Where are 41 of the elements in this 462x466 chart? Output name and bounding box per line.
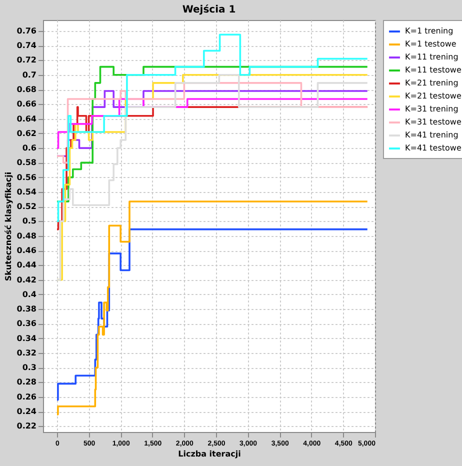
legend-label: K=31 trening <box>405 104 458 114</box>
y-tick-label: 0.26 <box>16 392 37 402</box>
y-axis-title: Skuteczność klasyfikacji <box>4 172 13 282</box>
y-tick-label: 0.7 <box>22 70 36 80</box>
y-tick-label: 0.72 <box>16 56 36 65</box>
y-tick-label: 0.3 <box>22 363 36 372</box>
y-tick-label: 0.22 <box>16 422 36 431</box>
y-tick-label: 0.52 <box>16 202 36 212</box>
y-tick-label: 0.66 <box>16 100 37 109</box>
legend-label: K=11 trening <box>405 52 458 62</box>
y-tick-label: 0.34 <box>16 334 37 343</box>
y-tick-label: 0.38 <box>16 304 37 314</box>
y-tick-label: 0.44 <box>16 260 37 270</box>
legend-label: K=21 trening <box>405 78 458 88</box>
y-tick-label: 0.68 <box>16 85 37 94</box>
legend-label: K=41 trening <box>405 130 458 140</box>
legend-label: K=21 testowe <box>405 92 462 100</box>
y-tick-label: 0.74 <box>16 41 37 50</box>
legend-label: K=1 testowe <box>405 40 456 48</box>
y-tick-label: 0.5 <box>22 216 37 226</box>
legend-label: K=1 trening <box>405 26 454 36</box>
y-tick-label: 0.54 <box>16 187 37 196</box>
y-tick-label: 0.58 <box>16 158 37 168</box>
y-tick-label: 0.42 <box>16 275 36 284</box>
chart-title: Wejścia 1 <box>182 4 236 16</box>
y-tick-label: 0.32 <box>16 348 36 358</box>
y-tick-label: 0.6 <box>22 144 37 153</box>
y-tick-label: 0.28 <box>16 378 37 387</box>
y-tick-label: 0.48 <box>16 231 37 240</box>
y-tick-label: 0.64 <box>16 114 37 124</box>
legend-label: K=41 testowe <box>405 144 462 152</box>
x-axis-title: Liczba iteracji <box>178 450 242 458</box>
y-tick-label: 0.4 <box>22 290 37 299</box>
legend-label: K=31 testowe <box>405 118 462 126</box>
y-tick-label: 0.46 <box>16 246 37 256</box>
y-tick-label: 0.76 <box>16 26 37 36</box>
y-tick-label: 0.56 <box>16 172 37 182</box>
y-tick-label: 0.36 <box>16 319 37 328</box>
y-tick-label: 0.24 <box>16 407 37 416</box>
legend-label: K=11 testowe <box>405 66 462 74</box>
y-tick-label: 0.62 <box>16 128 36 138</box>
